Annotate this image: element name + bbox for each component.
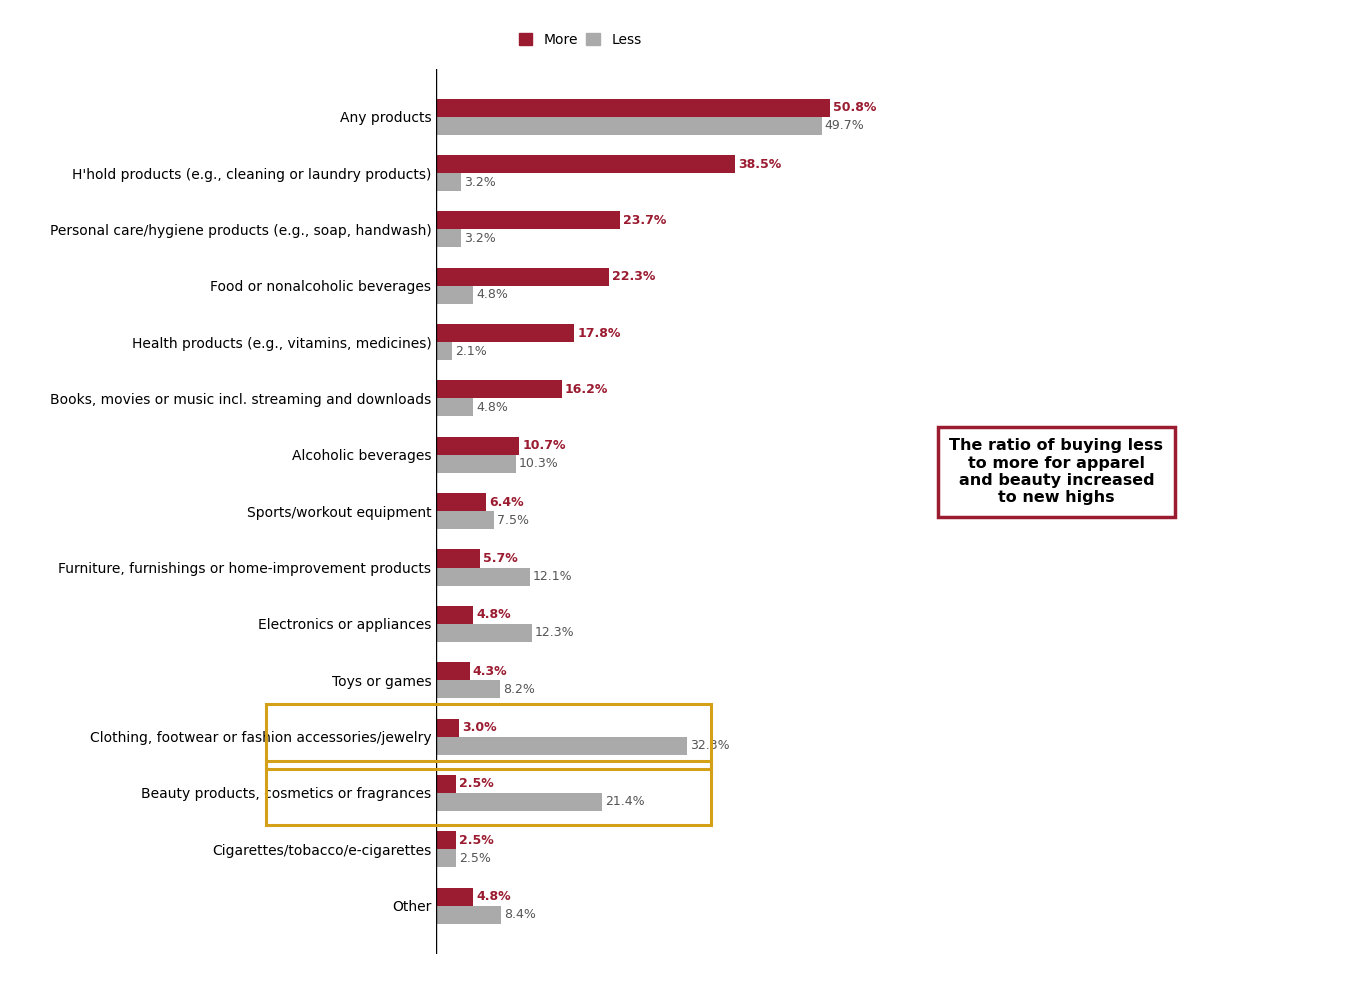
Bar	[436, 342, 453, 360]
Legend: More, Less: More, Less	[512, 28, 647, 52]
Bar	[436, 324, 574, 342]
Bar	[436, 493, 485, 511]
Bar	[436, 155, 735, 173]
Bar	[436, 905, 502, 924]
Text: 10.7%: 10.7%	[522, 439, 566, 452]
Text: 3.2%: 3.2%	[463, 232, 496, 245]
Text: 32.3%: 32.3%	[690, 739, 729, 752]
Bar	[436, 624, 532, 642]
Bar	[436, 286, 473, 304]
Bar	[436, 736, 687, 755]
Text: 16.2%: 16.2%	[564, 383, 608, 396]
Bar	[436, 567, 530, 586]
Text: 2.5%: 2.5%	[459, 852, 491, 865]
Text: 2.1%: 2.1%	[455, 345, 488, 358]
Bar	[436, 436, 519, 455]
Text: 6.4%: 6.4%	[489, 495, 523, 508]
Text: 8.4%: 8.4%	[504, 908, 536, 921]
Bar	[436, 549, 480, 567]
Text: 4.8%: 4.8%	[477, 401, 508, 414]
Bar	[436, 663, 469, 680]
Bar	[436, 98, 830, 117]
Bar	[436, 267, 609, 286]
Text: 4.8%: 4.8%	[477, 608, 511, 621]
Text: 2.5%: 2.5%	[459, 834, 493, 846]
Text: The ratio of buying less
to more for apparel
and beauty increased
to new highs: The ratio of buying less to more for app…	[949, 438, 1164, 505]
Text: 21.4%: 21.4%	[605, 795, 645, 808]
Text: 4.8%: 4.8%	[477, 890, 511, 903]
Text: 3.2%: 3.2%	[463, 176, 496, 189]
Bar	[436, 511, 495, 529]
Bar	[266, 705, 711, 769]
Bar	[436, 680, 500, 698]
Bar	[436, 398, 473, 417]
Bar	[436, 849, 455, 867]
Bar	[436, 455, 517, 473]
Text: 5.7%: 5.7%	[484, 552, 518, 565]
Bar	[436, 775, 455, 793]
Bar	[436, 380, 562, 398]
Bar	[436, 173, 461, 191]
Text: 7.5%: 7.5%	[497, 514, 529, 527]
Text: 22.3%: 22.3%	[612, 270, 656, 283]
Text: 17.8%: 17.8%	[578, 326, 620, 339]
Text: 8.2%: 8.2%	[503, 683, 534, 696]
Bar	[266, 761, 711, 825]
Text: 49.7%: 49.7%	[825, 119, 864, 133]
Text: 12.3%: 12.3%	[534, 626, 574, 639]
Bar	[436, 211, 620, 229]
Text: 10.3%: 10.3%	[519, 457, 559, 470]
Text: 2.5%: 2.5%	[459, 778, 493, 790]
Text: 38.5%: 38.5%	[737, 157, 781, 170]
Bar	[436, 117, 822, 135]
Bar	[436, 832, 455, 849]
Text: 4.3%: 4.3%	[473, 665, 507, 677]
Text: 3.0%: 3.0%	[462, 722, 497, 734]
Bar	[436, 229, 461, 248]
Bar	[436, 606, 473, 624]
Text: 23.7%: 23.7%	[623, 214, 667, 227]
Text: 50.8%: 50.8%	[833, 101, 876, 114]
Text: 4.8%: 4.8%	[477, 288, 508, 301]
Bar	[436, 719, 459, 736]
Bar	[436, 793, 602, 811]
Bar	[436, 888, 473, 905]
Text: 12.1%: 12.1%	[533, 570, 572, 583]
